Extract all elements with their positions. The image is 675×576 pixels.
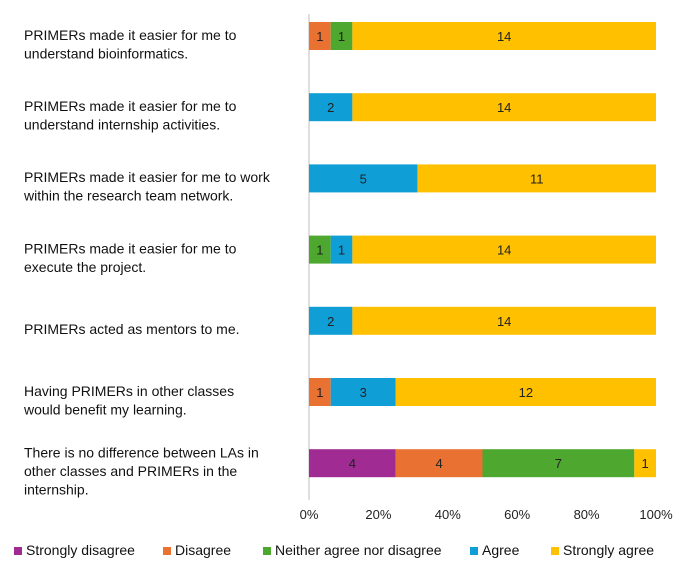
data-label: 4 — [436, 456, 443, 471]
category-label: within the research team network. — [23, 188, 233, 204]
bar-segment — [352, 235, 656, 264]
data-label: 14 — [497, 29, 511, 44]
x-tick-label: 80% — [574, 507, 600, 522]
data-label: 1 — [316, 243, 323, 258]
bar-segment — [352, 93, 656, 122]
category-label: would benefit my learning. — [23, 401, 187, 417]
legend-swatch — [14, 547, 22, 555]
data-label: 1 — [316, 29, 323, 44]
category-label: understand bioinformatics. — [24, 45, 188, 61]
legend-label: Disagree — [175, 542, 231, 558]
x-tick-label: 0% — [300, 507, 319, 522]
legend-swatch — [551, 547, 559, 555]
legend-label: Agree — [482, 542, 520, 558]
bar-segment — [309, 164, 418, 193]
category-label: PRIMERs made it easier for me to — [24, 27, 237, 43]
bar-segment — [309, 22, 331, 50]
x-tick-label: 20% — [365, 507, 391, 522]
category-label: PRIMERs made it easier for me to — [24, 98, 237, 114]
data-label: 3 — [360, 385, 367, 400]
bar-segment — [330, 378, 396, 406]
x-tick-label: 60% — [504, 507, 530, 522]
data-label: 14 — [497, 314, 511, 329]
bar-segment — [309, 306, 353, 335]
bar-segment — [352, 306, 656, 335]
legend-label: Strongly agree — [563, 542, 654, 558]
data-label: 1 — [642, 456, 649, 471]
data-label: 1 — [338, 29, 345, 44]
data-label: 2 — [327, 314, 334, 329]
legend-swatch — [263, 547, 271, 555]
x-tick-label: 100% — [639, 507, 673, 522]
category-label: PRIMERs acted as mentors to me. — [24, 321, 240, 337]
data-label: 5 — [360, 171, 367, 186]
data-label: 7 — [555, 456, 562, 471]
category-label: other classes and PRIMERs in the — [24, 463, 237, 479]
data-label: 12 — [519, 385, 533, 400]
legend-label: Neither agree nor disagree — [275, 542, 442, 558]
bar-segment — [395, 378, 656, 406]
data-label: 1 — [338, 243, 345, 258]
bar-segment — [309, 378, 331, 406]
legend-swatch — [470, 547, 478, 555]
bar-segment — [482, 449, 635, 478]
legend-label: Strongly disagree — [26, 542, 135, 558]
bar-segment — [309, 93, 353, 122]
data-label: 14 — [497, 243, 511, 258]
bar-segment — [330, 235, 353, 264]
data-label: 14 — [497, 100, 511, 115]
bar-segment — [634, 449, 656, 478]
bar-segment — [309, 449, 396, 478]
bar-segment — [330, 22, 353, 50]
bar-segment — [395, 449, 483, 478]
data-label: 4 — [349, 456, 356, 471]
x-tick-label: 40% — [435, 507, 461, 522]
data-label: 11 — [530, 171, 544, 186]
category-label: Having PRIMERs in other classes — [24, 383, 234, 399]
category-label: understand internship activities. — [24, 116, 220, 132]
category-label: PRIMERs made it easier for me to work — [24, 169, 271, 185]
bar-segment — [352, 22, 656, 50]
category-label: PRIMERs made it easier for me to — [24, 240, 237, 256]
category-label: internship. — [24, 482, 89, 498]
data-label: 1 — [316, 385, 323, 400]
bar-segment — [417, 164, 656, 193]
data-label: 2 — [327, 100, 334, 115]
legend-swatch — [163, 547, 171, 555]
bar-segment — [309, 235, 331, 264]
category-label: There is no difference between LAs in — [24, 445, 259, 461]
category-label: execute the project. — [24, 259, 146, 275]
